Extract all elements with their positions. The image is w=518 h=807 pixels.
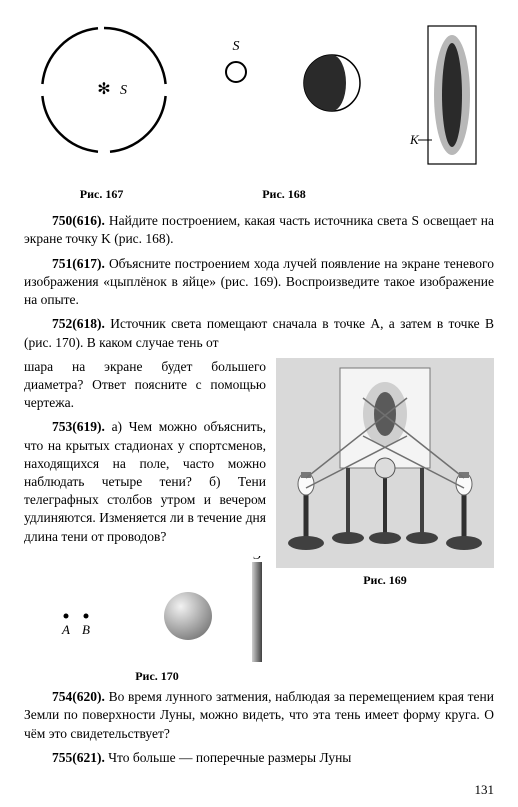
fig170-b: B xyxy=(82,622,90,637)
p752-rest: шара на экране будет большего диаметра? … xyxy=(24,359,266,410)
fig168-sphere xyxy=(287,48,377,118)
p755-text: Что больше — поперечные размеры Луны xyxy=(108,750,351,765)
fig170-a: A xyxy=(61,622,70,637)
fig167-s-outer: S xyxy=(232,39,239,54)
fig170: A B Э Рис. 170 xyxy=(48,556,266,684)
fig170-caption: Рис. 170 xyxy=(135,668,179,684)
fig170-e: Э xyxy=(253,556,261,562)
p754-num: 754(620). xyxy=(52,689,105,704)
p755-num: 755(621). xyxy=(52,750,105,765)
p751-num: 751(617). xyxy=(52,256,105,271)
fig169-caption: Рис. 169 xyxy=(363,572,407,588)
fig167-small: S xyxy=(211,38,261,98)
p752-num: 752(618). xyxy=(52,316,105,331)
top-figure-row: ✻ S S K xyxy=(24,20,494,180)
top-caption-row: Рис. 167 Рис. 168 xyxy=(24,186,494,202)
fig168-screen: K xyxy=(404,20,494,180)
fig167-caption: Рис. 167 xyxy=(24,186,179,202)
p753-num: 753(619). xyxy=(52,419,105,434)
fig167-svg: ✻ S xyxy=(34,20,174,160)
svg-text:✻: ✻ xyxy=(97,81,110,98)
problem-751: 751(617). Объясните построением хода луч… xyxy=(24,255,494,310)
fig167: ✻ S xyxy=(24,20,184,160)
problem-752-lead: 752(618). Источник света помещают сначал… xyxy=(24,315,494,351)
p750-num: 750(616). xyxy=(52,213,105,228)
fig169-svg xyxy=(276,358,494,568)
page-number: 131 xyxy=(475,781,495,799)
p753-text: а) Чем можно объяснить, что на крытых ст… xyxy=(24,419,266,543)
problem-755: 755(621). Что больше — поперечные размер… xyxy=(24,749,494,767)
fig168-caption: Рис. 168 xyxy=(179,186,339,202)
fig170-svg: A B Э xyxy=(48,556,266,666)
fig167-s-inner: S xyxy=(120,83,127,98)
fig169: Рис. 169 xyxy=(276,358,494,588)
problem-750: 750(616). Найдите построением, какая час… xyxy=(24,212,494,248)
